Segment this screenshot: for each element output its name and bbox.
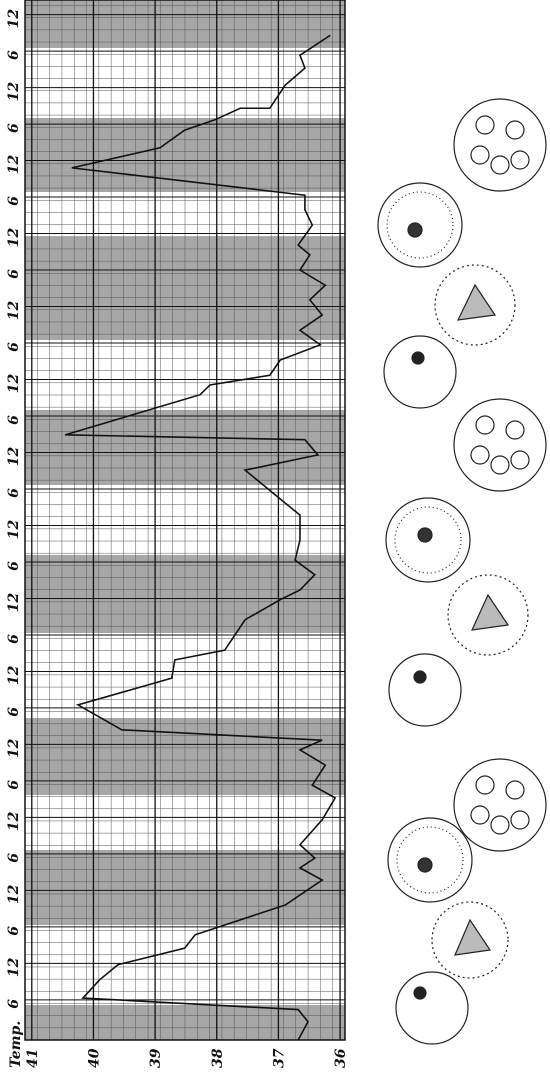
x-tick-label: 12 <box>6 811 22 831</box>
x-tick-label: 12 <box>6 301 22 321</box>
x-tick-label: 6 <box>6 415 22 425</box>
y-tick-label: 39 <box>148 1048 164 1068</box>
x-tick-label: 12 <box>6 374 22 394</box>
x-tick-label: 12 <box>6 228 22 248</box>
x-tick-label: 6 <box>6 853 22 863</box>
x-tick-label: 12 <box>6 9 22 29</box>
parasite-illustrations <box>377 98 547 1045</box>
temperature-line <box>64 34 337 1041</box>
plot-frame <box>24 0 346 1041</box>
x-tick-label: 6 <box>6 50 22 60</box>
x-tick-label: 12 <box>6 155 22 175</box>
x-tick-label: 12 <box>6 82 22 102</box>
grid <box>24 0 345 1041</box>
x-tick-label: 6 <box>6 707 22 717</box>
x-tick-label: 12 <box>6 957 22 977</box>
x-tick-label: 12 <box>6 884 22 904</box>
x-tick-label: 6 <box>6 269 22 279</box>
y-tick-label: 40 <box>86 1048 102 1068</box>
x-tick-label: 6 <box>6 488 22 498</box>
x-tick-label: 12 <box>6 592 22 612</box>
x-tick-label: 12 <box>6 665 22 685</box>
x-tick-label: 6 <box>6 780 22 790</box>
y-tick-label: 37 <box>271 1048 287 1068</box>
x-tick-label: 6 <box>6 634 22 644</box>
y-tick-label: 36 <box>333 1048 349 1068</box>
x-tick-label: 12 <box>6 738 22 758</box>
x-tick-label: 12 <box>6 519 22 539</box>
y-tick-label: 41 <box>25 1049 41 1068</box>
y-tick-label: 38 <box>210 1048 226 1068</box>
x-tick-label: 6 <box>6 926 22 936</box>
axis-label: Temp. <box>8 1021 24 1068</box>
x-tick-label: 6 <box>6 342 22 352</box>
x-tick-label: 6 <box>6 196 22 206</box>
x-tick-label: 6 <box>6 999 22 1009</box>
x-tick-label: 6 <box>6 561 22 571</box>
x-tick-label: 6 <box>6 123 22 133</box>
x-tick-label: 12 <box>6 446 22 466</box>
